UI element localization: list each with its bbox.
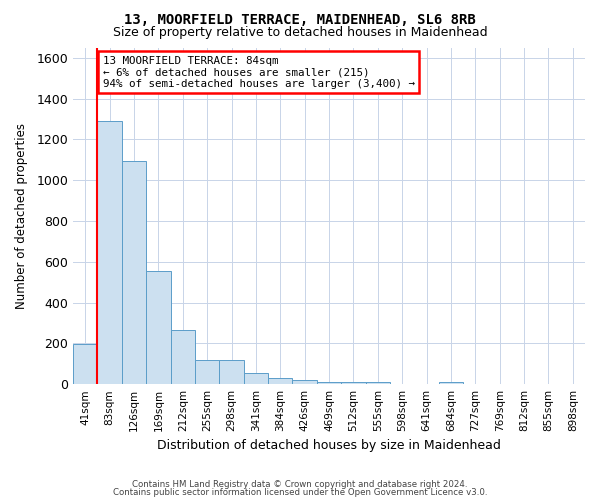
Bar [146, 271, 170, 384]
Bar [122, 160, 146, 384]
Bar [268, 378, 292, 384]
Bar [97, 121, 122, 384]
Text: 13 MOORFIELD TERRACE: 84sqm
← 6% of detached houses are smaller (215)
94% of sem: 13 MOORFIELD TERRACE: 84sqm ← 6% of deta… [103, 56, 415, 89]
Bar [170, 330, 195, 384]
Bar [341, 382, 365, 384]
Text: Size of property relative to detached houses in Maidenhead: Size of property relative to detached ho… [113, 26, 487, 39]
Text: 13, MOORFIELD TERRACE, MAIDENHEAD, SL6 8RB: 13, MOORFIELD TERRACE, MAIDENHEAD, SL6 8… [124, 12, 476, 26]
Bar [195, 360, 220, 384]
Bar [220, 360, 244, 384]
Bar [244, 372, 268, 384]
Bar [365, 382, 390, 384]
Bar [439, 382, 463, 384]
Bar [73, 344, 97, 384]
X-axis label: Distribution of detached houses by size in Maidenhead: Distribution of detached houses by size … [157, 440, 501, 452]
Y-axis label: Number of detached properties: Number of detached properties [15, 123, 28, 309]
Bar [317, 382, 341, 384]
Text: Contains public sector information licensed under the Open Government Licence v3: Contains public sector information licen… [113, 488, 487, 497]
Bar [292, 380, 317, 384]
Text: Contains HM Land Registry data © Crown copyright and database right 2024.: Contains HM Land Registry data © Crown c… [132, 480, 468, 489]
